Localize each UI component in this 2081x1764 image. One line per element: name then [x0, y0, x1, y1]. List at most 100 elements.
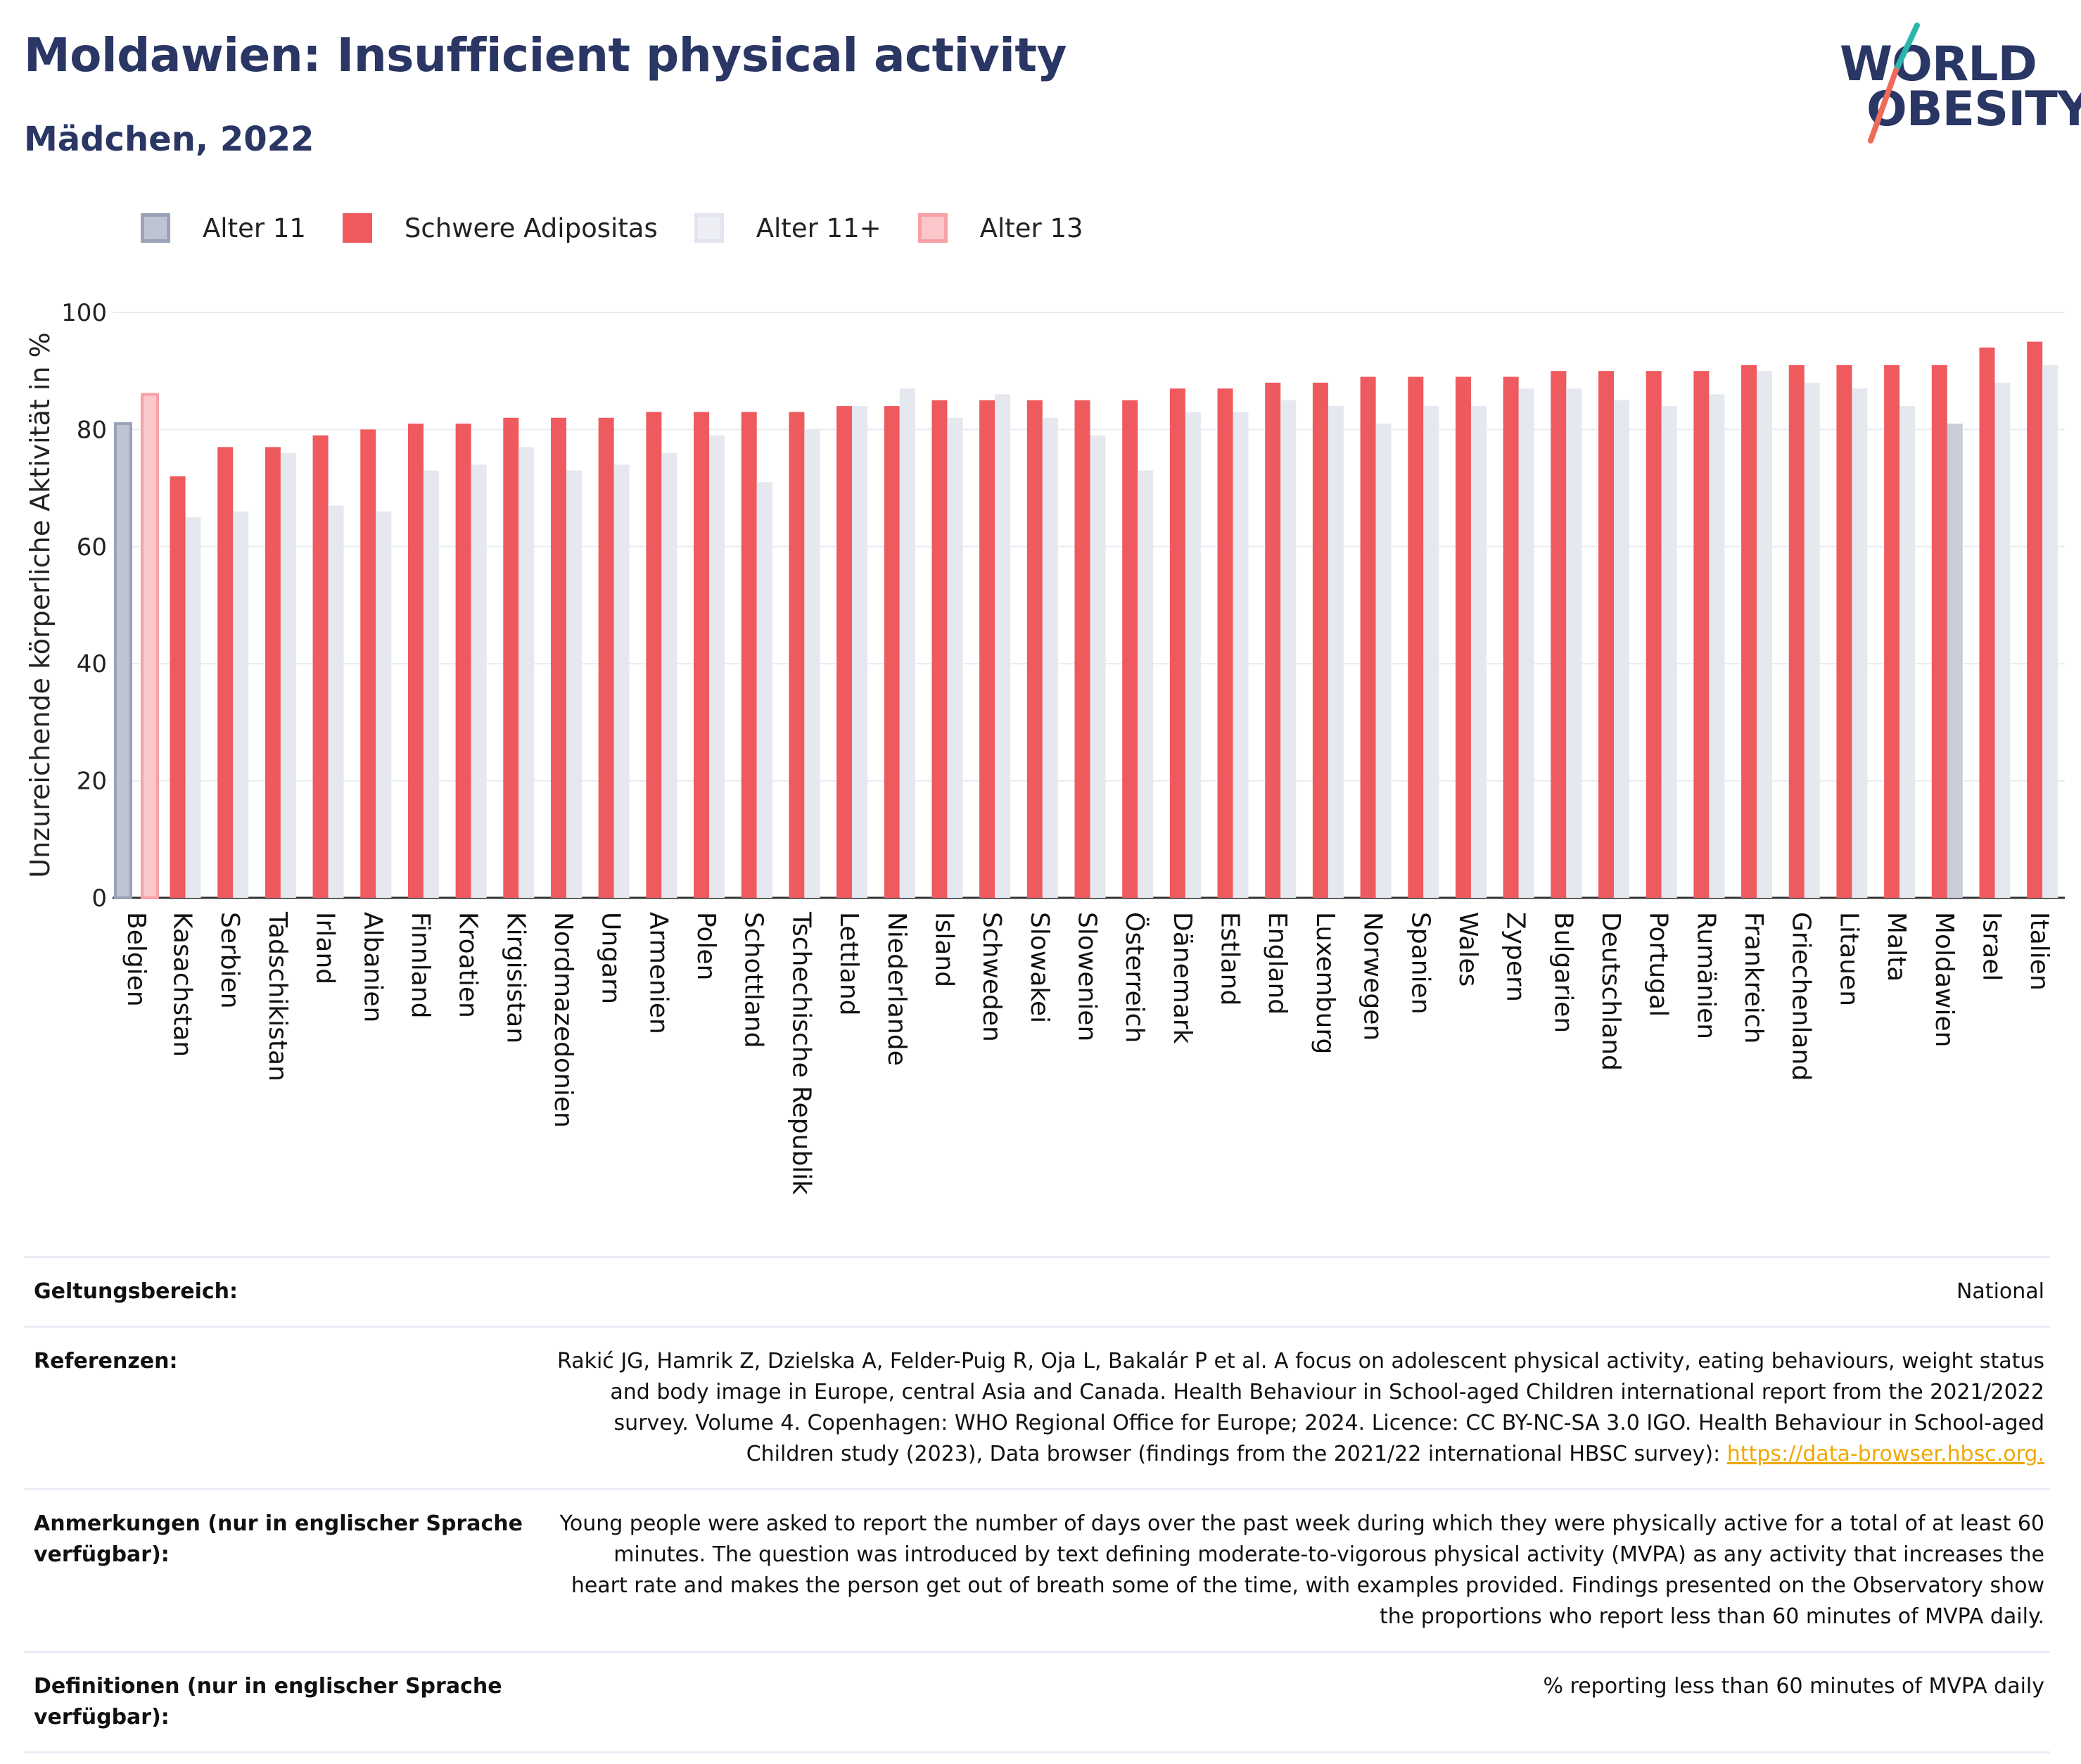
bar-alter-11-plus [947, 417, 963, 898]
x-tick-label: Portugal [1644, 912, 1673, 1017]
legend-swatch [342, 213, 372, 243]
x-tick-label: Wales [1453, 912, 1482, 986]
bar-schwere-adipositas [1884, 364, 1900, 898]
bar-alter-11-plus [376, 511, 392, 898]
bar-alter-11-plus [1233, 412, 1249, 898]
x-tick-label: Deutschland [1596, 912, 1625, 1071]
bar-schwere-adipositas [1741, 364, 1757, 898]
bar-schwere-adipositas [1122, 400, 1138, 898]
meta-value: Rakić JG, Hamrik Z, Dzielska A, Felder-P… [526, 1346, 2050, 1470]
bar-schwere-adipositas [836, 406, 853, 898]
bar-schwere-adipositas [503, 417, 519, 898]
world-obesity-logo: WORLD OBESITY [1840, 21, 2081, 148]
bar-alter-11-plus [1470, 406, 1487, 898]
meta-row-scope: Geltungsbereich: National [24, 1258, 2050, 1328]
y-tick-label: 0 [91, 884, 107, 913]
x-tick-label: Kroatien [454, 912, 483, 1018]
y-tick-label: 80 [77, 416, 107, 444]
x-tick-label: Italien [2025, 912, 2054, 991]
legend-swatch [694, 213, 724, 243]
x-tick-label: Polen [692, 912, 720, 980]
bar-alter-11-plus [1709, 394, 1725, 898]
x-tick-label: Lettland [834, 912, 863, 1016]
bar-schwere-adipositas [741, 412, 757, 898]
bar-alter-11-plus [1375, 424, 1392, 898]
bar-alter-11-plus [804, 429, 820, 898]
reference-link[interactable]: https://data-browser.hbsc.org. [1726, 1442, 2044, 1466]
meta-row-references: Referenzen: Rakić JG, Hamrik Z, Dzielska… [24, 1328, 2050, 1490]
meta-key: Anmerkungen (nur in englischer Sprache v… [34, 1511, 523, 1567]
meta-key: Definitionen (nur in englischer Sprache … [34, 1674, 502, 1730]
x-tick-label: Moldawien [1930, 912, 1959, 1047]
bar-alter-11-plus [1042, 417, 1058, 898]
legend-item-schwere-adipositas[interactable]: Schwere Adipositas [342, 212, 658, 243]
bar-alter-11-plus [1852, 388, 1868, 898]
bar-schwere-adipositas [1217, 388, 1233, 898]
bar-schwere-adipositas [979, 400, 995, 898]
legend-label: Alter 11+ [756, 212, 882, 243]
bar-alter-11-plus [613, 464, 630, 898]
meta-row-notes: Anmerkungen (nur in englischer Sprache v… [24, 1490, 2050, 1653]
bar-alter-11-plus [1899, 406, 1916, 898]
bar-schwere-adipositas [550, 417, 566, 898]
bar-schwere-adipositas [407, 424, 424, 898]
x-tick-label: Schweden [977, 912, 1006, 1042]
bar-schwere-adipositas [2027, 341, 2043, 899]
x-tick-label: Slowakei [1025, 912, 1054, 1023]
bar-schwere-adipositas [1931, 364, 1947, 898]
bar-schwere-adipositas [1026, 400, 1043, 898]
bar-schwere-adipositas [598, 417, 614, 898]
x-tick-label: Island [929, 912, 958, 987]
legend-label: Schwere Adipositas [404, 212, 658, 243]
bar-alter-11-plus [1994, 382, 2011, 898]
x-tick-label: Finnland [406, 912, 435, 1018]
bar-alter-11-plus [1518, 388, 1534, 898]
x-tick-label: Armenien [644, 912, 673, 1034]
bar-schwere-adipositas [217, 447, 234, 898]
bar-schwere-adipositas [1408, 376, 1424, 898]
bar-schwere-adipositas [360, 429, 376, 898]
meta-value: National [1956, 1279, 2044, 1304]
legend-item-alter-11-plus[interactable]: Alter 11+ [694, 213, 882, 243]
x-tick-label: Ungarn [597, 912, 625, 1004]
x-tick-label: Nordmazedonien [549, 912, 578, 1128]
meta-value: % reporting less than 60 minutes of MVPA… [1543, 1674, 2044, 1699]
page-subtitle: Mädchen, 2022 [24, 120, 314, 159]
meta-key: Referenzen: [34, 1349, 178, 1373]
y-tick-label: 20 [77, 768, 107, 796]
legend-item-alter-13[interactable]: Alter 13 [917, 213, 1083, 243]
x-tick-label: Belgien [122, 912, 151, 1007]
x-tick-label: Litauen [1834, 912, 1863, 1006]
bar-schwere-adipositas [1074, 400, 1090, 898]
bar-alter-11-plus [1566, 388, 1582, 898]
x-tick-label: Rumänien [1691, 912, 1720, 1039]
x-tick-label: Tadschikistan [263, 911, 292, 1081]
bar-alter-11-plus [1185, 412, 1201, 898]
bar-schwere-adipositas [1551, 371, 1567, 898]
x-tick-label: Österreich [1120, 912, 1150, 1043]
bar-alter-11-plus [185, 517, 201, 898]
bar-schwere-adipositas [646, 412, 662, 898]
bar-alter-11-plus [1757, 371, 1773, 898]
x-tick-label: Schottland [739, 912, 768, 1048]
bar-schwere-adipositas [455, 424, 471, 898]
bar-alter-11-plus [1280, 400, 1297, 898]
bar-schwere-adipositas [312, 435, 329, 898]
logo-line2: OBESITY [1866, 82, 2081, 137]
meta-reference-text: Rakić JG, Hamrik Z, Dzielska A, Felder-P… [557, 1349, 2044, 1466]
legend-item-alter-11[interactable]: Alter 11 [141, 213, 306, 243]
bar-schwere-adipositas [1455, 376, 1471, 898]
x-tick-label: Bulgarien [1548, 912, 1577, 1033]
bar-alter-11-plus [1947, 424, 1963, 898]
bar-schwere-adipositas [1979, 347, 1995, 898]
page-title: Moldawien: Insufficient physical activit… [24, 28, 1067, 82]
y-tick-label: 40 [77, 650, 107, 678]
x-tick-label: Niederlande [882, 912, 911, 1066]
x-tick-label: Frankreich [1739, 912, 1768, 1043]
bar-alter-11-plus [233, 511, 249, 898]
meta-value: Young people were asked to report the nu… [559, 1511, 2045, 1629]
bar-schwere-adipositas [931, 400, 948, 898]
legend-swatch [917, 213, 948, 243]
x-tick-label: Albanien [358, 912, 387, 1022]
x-tick-label: Dänemark [1168, 912, 1197, 1044]
